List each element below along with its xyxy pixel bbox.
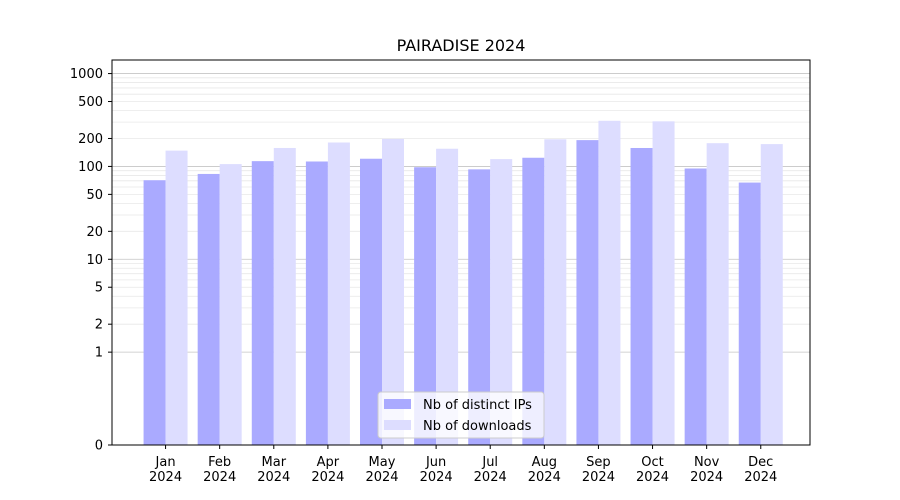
x-tick-label: May 2024 <box>365 455 398 485</box>
y-tick-label: 1 <box>95 346 103 361</box>
x-tick-label: Sep 2024 <box>582 455 615 485</box>
x-tick-label: Jul 2024 <box>474 455 507 485</box>
x-tick-label: Nov 2024 <box>690 455 723 485</box>
y-tick-label: 1000 <box>70 67 103 82</box>
bar-downloads <box>219 164 242 445</box>
legend-box <box>377 391 545 439</box>
bar-distinct-ips <box>305 161 328 445</box>
y-tick-label: 100 <box>78 160 103 175</box>
bar-downloads <box>165 150 188 445</box>
bar-distinct-ips <box>197 173 220 446</box>
chart-title: PAIRADISE 2024 <box>397 36 526 55</box>
x-tick-label: Aug 2024 <box>528 455 561 485</box>
bar-downloads <box>436 148 459 446</box>
y-tick-label: 0 <box>95 439 103 454</box>
bars <box>143 120 783 446</box>
axes: 0 1 2 5 10 20 50 100 200 500 1000 Jan 2024 Feb 2024 Mar… <box>70 59 811 485</box>
bar-downloads <box>490 159 513 445</box>
x-tick-label: Mar 2024 <box>257 455 290 485</box>
bar-distinct-ips <box>684 168 707 446</box>
legend-swatch <box>384 399 411 409</box>
legend-label: Nb of downloads <box>423 419 532 434</box>
bar-downloads <box>382 138 405 445</box>
bar-distinct-ips <box>414 167 437 445</box>
bar-downloads <box>598 120 621 445</box>
bar-downloads <box>327 142 350 445</box>
y-tick-label: 200 <box>78 132 103 147</box>
y-tick-label: 50 <box>86 188 103 203</box>
bar-distinct-ips <box>143 180 166 445</box>
legend-swatch <box>384 420 411 430</box>
y-tick-label: 5 <box>95 281 103 296</box>
bar-downloads <box>760 144 783 446</box>
bar-downloads <box>652 121 675 445</box>
y-tick-label: 2 <box>95 318 103 333</box>
bar-distinct-ips <box>251 161 274 446</box>
y-tick-label: 10 <box>86 253 103 268</box>
x-tick-label: Apr 2024 <box>311 455 344 485</box>
bar-distinct-ips <box>468 169 491 445</box>
x-tick-label: Dec 2024 <box>744 455 777 485</box>
x-tick-label: Jun 2024 <box>420 455 453 485</box>
bar-downloads <box>706 143 729 445</box>
bar-distinct-ips <box>576 140 599 446</box>
bar-downloads <box>544 139 567 445</box>
x-tick-label: Oct 2024 <box>636 455 669 485</box>
x-tick-label: Feb 2024 <box>203 455 236 485</box>
legend-label: Nb of distinct IPs <box>423 398 532 413</box>
bar-distinct-ips <box>522 157 545 446</box>
plot-frame <box>111 59 811 446</box>
bar-distinct-ips <box>738 182 761 445</box>
legend: Nb of distinct IPs Nb of downloads <box>377 391 545 439</box>
bar-downloads <box>273 147 296 446</box>
x-tick-label: Jan 2024 <box>149 455 182 485</box>
y-tick-label: 500 <box>78 95 103 110</box>
bar-distinct-ips <box>360 158 383 446</box>
y-tick-label: 20 <box>86 225 103 240</box>
bar-distinct-ips <box>630 147 653 446</box>
